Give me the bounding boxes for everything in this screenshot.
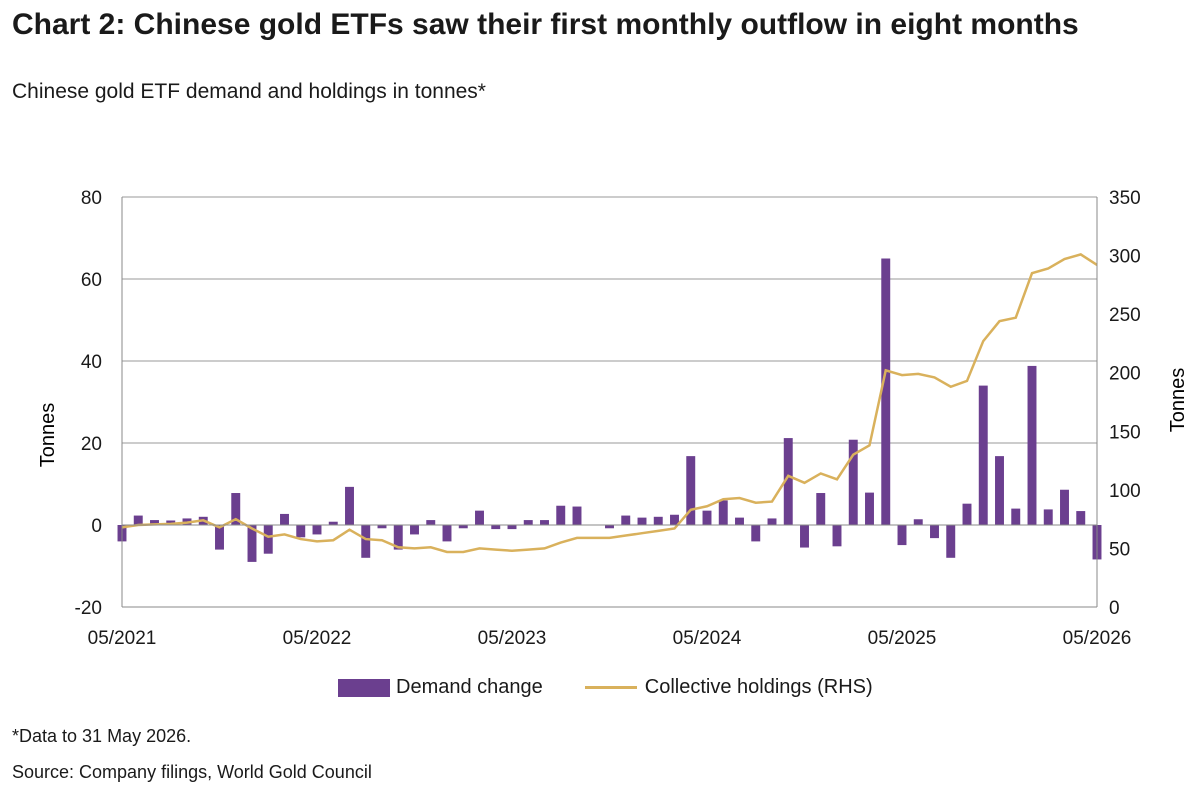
demand-bar <box>978 385 988 525</box>
demand-bar <box>150 520 159 525</box>
demand-bar <box>247 525 257 562</box>
demand-bar <box>133 515 143 525</box>
left-axis-ticks: -20 0 20 40 60 80 <box>75 188 102 619</box>
right-tick-label: 250 <box>1109 305 1141 326</box>
demand-bar <box>345 486 354 525</box>
demand-bar <box>670 514 679 525</box>
demand-bars <box>117 258 1102 562</box>
legend-label-demand: Demand change <box>396 676 543 698</box>
source-note: Source: Company filings, World Gold Coun… <box>12 762 372 782</box>
legend-swatch-line <box>584 686 637 689</box>
demand-bar <box>1076 511 1086 525</box>
demand-bar <box>913 519 923 525</box>
legend-label-holdings: Collective holdings (RHS) <box>644 676 873 698</box>
left-tick-label: 0 <box>91 516 102 537</box>
right-tick-label: 300 <box>1109 247 1141 268</box>
right-axis-label: Tonnes <box>1167 368 1189 433</box>
demand-bar <box>686 456 696 525</box>
demand-bar <box>556 505 566 525</box>
demand-bar <box>312 525 322 535</box>
demand-bar <box>491 525 501 530</box>
demand-bar <box>995 456 1004 525</box>
demand-bar <box>507 525 517 530</box>
chart-subtitle: Chinese gold ETF demand and holdings in … <box>12 80 486 103</box>
demand-bar <box>426 520 436 525</box>
footnote: *Data to 31 May 2026. <box>12 726 192 746</box>
demand-bar <box>1027 365 1037 525</box>
left-tick-label: 20 <box>81 434 102 455</box>
chart: -20 0 20 40 60 80 0 50 100 150 200 250 300 350 05/20… <box>37 188 1189 649</box>
demand-bar <box>816 493 826 525</box>
x-tick-label: 05/2025 <box>868 628 937 649</box>
demand-bar <box>930 525 939 539</box>
axes <box>121 197 1098 608</box>
demand-bar <box>393 525 403 550</box>
holdings-line <box>121 253 1098 554</box>
demand-bar <box>475 510 484 525</box>
demand-bar <box>946 525 956 558</box>
demand-bar <box>1011 508 1021 525</box>
demand-bar <box>800 525 809 548</box>
demand-bar <box>832 525 842 547</box>
demand-bar <box>215 525 224 550</box>
demand-bar <box>1060 489 1069 525</box>
demand-bar <box>442 525 452 542</box>
demand-bar <box>881 258 891 525</box>
demand-bar <box>637 517 647 525</box>
gridlines <box>122 196 1097 526</box>
left-tick-label: 40 <box>81 352 102 373</box>
demand-bar <box>702 510 712 525</box>
demand-bar <box>848 439 858 525</box>
demand-bar <box>263 525 273 554</box>
x-tick-label: 05/2026 <box>1063 628 1132 649</box>
demand-bar <box>653 516 663 525</box>
x-tick-label: 05/2024 <box>673 628 742 649</box>
right-tick-label: 350 <box>1109 188 1141 209</box>
x-tick-label: 05/2021 <box>88 628 157 649</box>
demand-bar <box>865 492 874 525</box>
demand-bar <box>718 500 728 525</box>
demand-bar <box>280 513 289 525</box>
demand-bar <box>377 525 387 529</box>
right-tick-label: 200 <box>1109 364 1141 385</box>
demand-bar <box>1043 509 1053 525</box>
demand-bar <box>410 525 419 535</box>
right-tick-label: 0 <box>1109 598 1120 619</box>
x-tick-label: 05/2023 <box>478 628 547 649</box>
legend-item-demand: Demand change <box>338 676 543 699</box>
demand-bar <box>767 518 777 525</box>
demand-bar <box>523 520 533 525</box>
legend: Demand change Collective holdings (RHS) <box>338 676 915 699</box>
demand-bar <box>540 520 549 525</box>
legend-item-holdings: Collective holdings (RHS) <box>584 676 873 699</box>
x-axis-ticks: 05/2021 05/2022 05/2023 05/2024 05/2025 05/20… <box>88 628 1132 649</box>
demand-bar <box>231 493 241 525</box>
demand-bar <box>962 503 972 525</box>
demand-bar <box>458 525 468 529</box>
left-tick-label: 80 <box>81 188 102 209</box>
left-tick-label: -20 <box>75 598 102 619</box>
left-tick-label: 60 <box>81 270 102 291</box>
demand-bar <box>897 525 907 546</box>
demand-bar <box>783 438 793 525</box>
x-tick-label: 05/2022 <box>283 628 352 649</box>
demand-bar <box>621 515 631 525</box>
chart-title: Chart 2: Chinese gold ETFs saw their fir… <box>12 8 1079 41</box>
demand-bar <box>735 517 744 525</box>
demand-bar <box>751 525 761 542</box>
right-axis-ticks: 0 50 100 150 200 250 300 350 <box>1109 188 1141 619</box>
right-tick-label: 100 <box>1109 481 1141 502</box>
demand-bar <box>328 521 338 525</box>
right-tick-label: 50 <box>1109 539 1130 560</box>
left-axis-label: Tonnes <box>37 403 59 468</box>
right-tick-label: 150 <box>1109 422 1141 443</box>
demand-bar <box>605 525 614 529</box>
demand-bar <box>361 525 371 558</box>
legend-swatch-bar <box>338 678 390 697</box>
demand-bar <box>296 525 306 538</box>
demand-bar <box>572 506 582 525</box>
